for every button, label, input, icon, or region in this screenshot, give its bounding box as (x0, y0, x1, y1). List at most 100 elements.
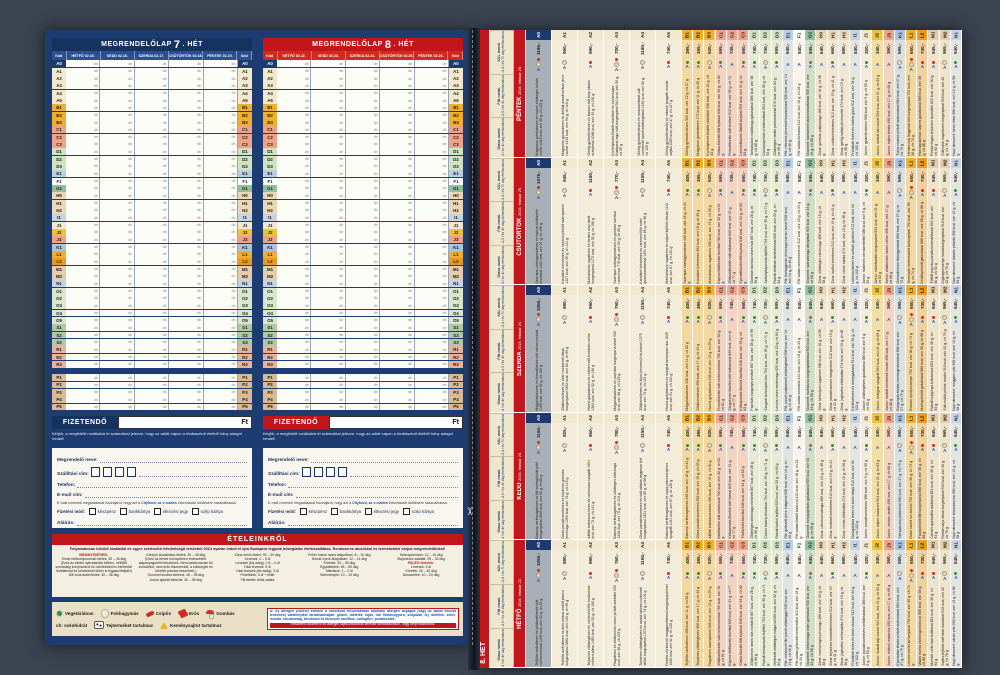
quantity-cell[interactable]: db (100, 338, 135, 346)
quantity-cell[interactable]: db (134, 353, 170, 361)
quantity-cell[interactable]: db (380, 316, 415, 324)
quantity-cell[interactable]: db (277, 346, 312, 354)
checkbox-icon[interactable] (89, 508, 97, 515)
quantity-cell[interactable]: db (100, 170, 135, 178)
quantity-cell[interactable]: db (311, 353, 346, 361)
quantity-cell[interactable]: db (380, 353, 415, 361)
quantity-cell[interactable]: db (311, 67, 346, 75)
quantity-cell[interactable]: db (203, 126, 238, 134)
quantity-cell[interactable]: db (203, 221, 238, 229)
quantity-cell[interactable]: db (203, 60, 238, 68)
quantity-cell[interactable]: db (277, 67, 312, 75)
quantity-cell[interactable]: db (380, 309, 415, 317)
quantity-cell[interactable]: db (100, 104, 135, 112)
quantity-cell[interactable]: db (345, 207, 381, 214)
quantity-cell[interactable]: db (169, 360, 204, 368)
phone-input[interactable] (288, 482, 458, 488)
quantity-cell[interactable]: db (100, 396, 135, 404)
quantity-cell[interactable]: db (100, 316, 135, 324)
address-input[interactable] (349, 471, 458, 477)
quantity-cell[interactable]: db (169, 258, 204, 266)
quantity-cell[interactable]: db (311, 287, 346, 295)
quantity-cell[interactable]: db (414, 104, 449, 112)
quantity-cell[interactable]: db (311, 82, 346, 90)
quantity-cell[interactable]: db (203, 236, 238, 244)
quantity-cell[interactable]: db (100, 280, 135, 288)
quantity-cell[interactable]: db (277, 119, 312, 126)
quantity-cell[interactable]: db (134, 155, 170, 163)
quantity-cell[interactable]: db (169, 133, 204, 141)
quantity-cell[interactable]: db (66, 148, 101, 156)
quantity-cell[interactable]: db (380, 243, 415, 251)
quantity-cell[interactable]: db (380, 207, 415, 214)
quantity-cell[interactable]: db (134, 185, 170, 192)
quantity-cell[interactable]: db (380, 163, 415, 170)
quantity-cell[interactable]: db (380, 403, 415, 411)
quantity-cell[interactable]: db (100, 155, 135, 163)
quantity-cell[interactable]: db (66, 75, 101, 82)
quantity-cell[interactable]: db (311, 258, 346, 266)
quantity-cell[interactable]: db (100, 324, 135, 332)
quantity-cell[interactable]: db (380, 133, 415, 141)
quantity-cell[interactable]: db (169, 119, 204, 126)
quantity-cell[interactable]: db (414, 133, 449, 141)
quantity-cell[interactable]: db (66, 82, 101, 90)
checkbox-icon[interactable] (300, 508, 308, 515)
quantity-cell[interactable]: db (66, 381, 101, 389)
quantity-cell[interactable]: db (414, 67, 449, 75)
quantity-cell[interactable]: db (203, 374, 238, 382)
quantity-cell[interactable]: db (311, 272, 346, 280)
quantity-cell[interactable]: db (169, 89, 204, 97)
quantity-cell[interactable]: db (277, 403, 312, 411)
quantity-cell[interactable]: db (203, 170, 238, 178)
quantity-cell[interactable]: db (203, 185, 238, 192)
quantity-cell[interactable]: db (380, 104, 415, 112)
quantity-cell[interactable]: db (345, 360, 381, 368)
quantity-cell[interactable]: db (134, 192, 170, 200)
quantity-cell[interactable]: db (277, 294, 312, 302)
quantity-cell[interactable]: db (169, 60, 204, 68)
quantity-cell[interactable]: db (134, 199, 170, 207)
quantity-cell[interactable]: db (311, 133, 346, 141)
quantity-cell[interactable]: db (66, 353, 101, 361)
quantity-cell[interactable]: db (311, 338, 346, 346)
zip-box[interactable] (301, 467, 311, 477)
quantity-cell[interactable]: db (66, 60, 101, 68)
quantity-cell[interactable]: db (311, 381, 346, 389)
quantity-cell[interactable]: db (66, 331, 101, 339)
quantity-cell[interactable]: db (380, 324, 415, 332)
checkbox-icon[interactable] (403, 508, 410, 515)
quantity-cell[interactable]: db (311, 185, 346, 192)
quantity-cell[interactable]: db (203, 89, 238, 97)
quantity-cell[interactable]: db (203, 104, 238, 112)
quantity-cell[interactable]: db (414, 360, 449, 368)
name-input[interactable] (99, 457, 247, 463)
quantity-cell[interactable]: db (414, 97, 449, 104)
quantity-cell[interactable]: db (311, 163, 346, 170)
quantity-cell[interactable]: db (380, 258, 415, 266)
quantity-cell[interactable]: db (169, 236, 204, 244)
quantity-cell[interactable]: db (203, 141, 238, 148)
quantity-cell[interactable]: db (311, 207, 346, 214)
quantity-cell[interactable]: db (134, 207, 170, 214)
quantity-cell[interactable]: db (169, 155, 204, 163)
quantity-cell[interactable]: db (203, 346, 238, 354)
quantity-cell[interactable]: db (414, 346, 449, 354)
quantity-cell[interactable]: db (203, 119, 238, 126)
quantity-cell[interactable]: db (100, 294, 135, 302)
payment-option-bankkártya[interactable]: bankkártya (331, 508, 361, 515)
quantity-cell[interactable]: db (203, 207, 238, 214)
quantity-cell[interactable]: db (134, 75, 170, 82)
quantity-cell[interactable]: db (100, 258, 135, 266)
quantity-cell[interactable]: db (169, 388, 204, 396)
quantity-cell[interactable]: db (311, 243, 346, 251)
quantity-cell[interactable]: db (380, 236, 415, 244)
quantity-cell[interactable]: db (311, 265, 346, 273)
quantity-cell[interactable]: db (345, 97, 381, 104)
quantity-cell[interactable]: db (277, 381, 312, 389)
quantity-cell[interactable]: db (134, 126, 170, 134)
quantity-cell[interactable]: db (100, 272, 135, 280)
quantity-cell[interactable]: db (311, 346, 346, 354)
quantity-cell[interactable]: db (414, 192, 449, 200)
quantity-cell[interactable]: db (169, 265, 204, 273)
